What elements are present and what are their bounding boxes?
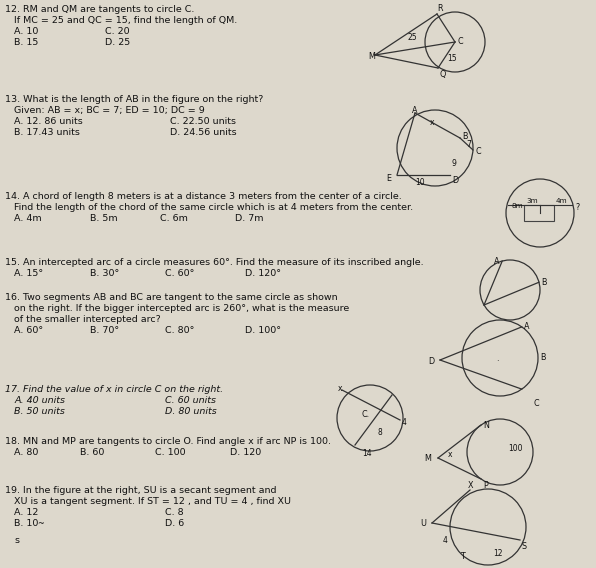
Text: 15. An intercepted arc of a circle measures 60°. Find the measure of its inscrib: 15. An intercepted arc of a circle measu… bbox=[5, 258, 424, 267]
Text: 3m: 3m bbox=[526, 198, 538, 204]
Text: A: A bbox=[412, 106, 418, 115]
Text: Given: AB = x; BC = 7; ED = 10; DC = 9: Given: AB = x; BC = 7; ED = 10; DC = 9 bbox=[14, 106, 205, 115]
Text: B. 10: B. 10 bbox=[14, 519, 38, 528]
Text: B: B bbox=[462, 132, 467, 141]
Text: C. 20: C. 20 bbox=[105, 27, 129, 36]
Bar bbox=[524, 205, 554, 221]
Text: A. 10: A. 10 bbox=[14, 27, 38, 36]
Text: 8: 8 bbox=[378, 428, 383, 437]
Text: A. 4m: A. 4m bbox=[14, 214, 42, 223]
Text: 13. What is the length of AB in the figure on the right?: 13. What is the length of AB in the figu… bbox=[5, 95, 263, 104]
Text: C. 60 units: C. 60 units bbox=[165, 396, 216, 405]
Text: 10: 10 bbox=[415, 178, 424, 187]
Text: B. 30°: B. 30° bbox=[90, 269, 119, 278]
Text: C. 6m: C. 6m bbox=[160, 214, 188, 223]
Text: T: T bbox=[460, 552, 465, 561]
Text: U: U bbox=[420, 519, 426, 528]
Text: E: E bbox=[386, 174, 391, 183]
Text: 14: 14 bbox=[362, 449, 372, 458]
Text: B. 70°: B. 70° bbox=[90, 326, 119, 335]
Text: 7: 7 bbox=[466, 140, 471, 149]
Text: If MC = 25 and QC = 15, find the length of QM.: If MC = 25 and QC = 15, find the length … bbox=[14, 16, 237, 25]
Text: 25: 25 bbox=[407, 33, 417, 42]
Text: B. 60: B. 60 bbox=[80, 448, 104, 457]
Text: A. 12. 86 units: A. 12. 86 units bbox=[14, 117, 83, 126]
Text: 14. A chord of length 8 meters is at a distance 3 meters from the center of a ci: 14. A chord of length 8 meters is at a d… bbox=[5, 192, 402, 201]
Text: ~: ~ bbox=[37, 519, 44, 528]
Text: on the right. If the bigger intercepted arc is 260°, what is the measure: on the right. If the bigger intercepted … bbox=[14, 304, 349, 313]
Text: R: R bbox=[437, 4, 442, 13]
Text: C: C bbox=[533, 399, 539, 408]
Text: B. 15: B. 15 bbox=[14, 38, 38, 47]
Text: 16. Two segments AB and BC are tangent to the same circle as shown: 16. Two segments AB and BC are tangent t… bbox=[5, 293, 337, 302]
Text: x: x bbox=[338, 384, 343, 393]
Text: A: A bbox=[494, 257, 499, 266]
Text: 100: 100 bbox=[508, 444, 523, 453]
Text: D: D bbox=[452, 176, 458, 185]
Text: C: C bbox=[476, 147, 482, 156]
Text: S: S bbox=[522, 542, 527, 551]
Text: D. 120: D. 120 bbox=[230, 448, 261, 457]
Text: B: B bbox=[540, 353, 545, 362]
Text: D. 7m: D. 7m bbox=[235, 214, 263, 223]
Text: ?: ? bbox=[575, 203, 579, 212]
Text: M: M bbox=[368, 52, 375, 61]
Text: 18. MN and MP are tangents to circle O. Find angle x if arc NP is 100.: 18. MN and MP are tangents to circle O. … bbox=[5, 437, 331, 446]
Text: 9: 9 bbox=[451, 159, 456, 168]
Text: x: x bbox=[430, 118, 434, 127]
Text: 4m: 4m bbox=[556, 198, 567, 204]
Text: A. 12: A. 12 bbox=[14, 508, 38, 517]
Text: 19. In the figure at the right, SU is a secant segment and: 19. In the figure at the right, SU is a … bbox=[5, 486, 277, 495]
Text: A. 60°: A. 60° bbox=[14, 326, 43, 335]
Text: D. 120°: D. 120° bbox=[245, 269, 281, 278]
Text: C. 22.50 units: C. 22.50 units bbox=[170, 117, 236, 126]
Text: A. 40 units: A. 40 units bbox=[14, 396, 65, 405]
Text: 4: 4 bbox=[443, 536, 448, 545]
Text: .: . bbox=[496, 354, 498, 363]
Text: 12: 12 bbox=[493, 549, 502, 558]
Text: A: A bbox=[524, 322, 529, 331]
Text: 12. RM and QM are tangents to circle C.: 12. RM and QM are tangents to circle C. bbox=[5, 5, 194, 14]
Text: C. 100: C. 100 bbox=[155, 448, 185, 457]
Text: C. 80°: C. 80° bbox=[165, 326, 194, 335]
Text: D: D bbox=[428, 357, 434, 366]
Text: C: C bbox=[458, 37, 464, 46]
Text: M: M bbox=[424, 454, 431, 463]
Text: 8m: 8m bbox=[512, 203, 524, 209]
Text: X: X bbox=[468, 481, 473, 490]
Text: B. 5m: B. 5m bbox=[90, 214, 117, 223]
Text: of the smaller intercepted arc?: of the smaller intercepted arc? bbox=[14, 315, 161, 324]
Text: A. 15°: A. 15° bbox=[14, 269, 43, 278]
Text: D. 24.56 units: D. 24.56 units bbox=[170, 128, 237, 137]
Text: D. 25: D. 25 bbox=[105, 38, 131, 47]
Text: C.: C. bbox=[362, 410, 370, 419]
Text: Q: Q bbox=[440, 70, 446, 79]
Text: C. 60°: C. 60° bbox=[165, 269, 194, 278]
Text: 17. Find the value of x in circle C on the right.: 17. Find the value of x in circle C on t… bbox=[5, 385, 223, 394]
Text: 4: 4 bbox=[402, 418, 407, 427]
Text: 15: 15 bbox=[447, 54, 457, 63]
Text: P: P bbox=[483, 481, 488, 490]
Text: D. 80 units: D. 80 units bbox=[165, 407, 217, 416]
Text: D. 6: D. 6 bbox=[165, 519, 184, 528]
Text: Find the length of the chord of the same circle which is at 4 meters from the ce: Find the length of the chord of the same… bbox=[14, 203, 413, 212]
Text: B: B bbox=[541, 278, 547, 287]
Text: A. 80: A. 80 bbox=[14, 448, 38, 457]
Text: N: N bbox=[483, 421, 489, 430]
Text: s: s bbox=[14, 536, 19, 545]
Text: B. 50 units: B. 50 units bbox=[14, 407, 65, 416]
Text: x: x bbox=[448, 450, 452, 459]
Text: C. 8: C. 8 bbox=[165, 508, 184, 517]
Text: XU is a tangent segment. If ST = 12 , and TU = 4 , find XU: XU is a tangent segment. If ST = 12 , an… bbox=[14, 497, 291, 506]
Text: B. 17.43 units: B. 17.43 units bbox=[14, 128, 80, 137]
Text: D. 100°: D. 100° bbox=[245, 326, 281, 335]
